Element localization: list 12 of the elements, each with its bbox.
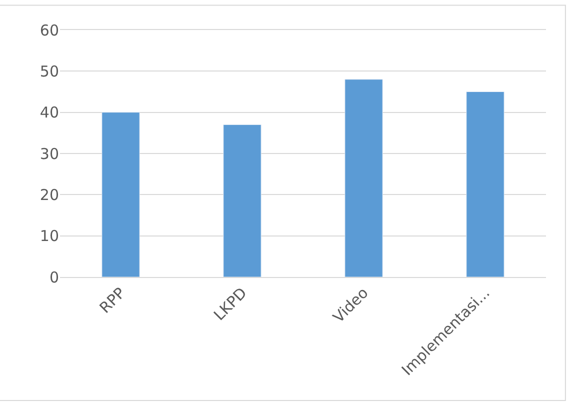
x-tick-label: RPP — [96, 284, 129, 317]
y-tick-label: 0 — [49, 268, 59, 286]
bar — [102, 112, 140, 277]
y-tick-label: 30 — [40, 144, 59, 163]
y-tick-label: 50 — [40, 62, 59, 80]
bar — [466, 92, 504, 277]
y-tick-label: 40 — [40, 104, 59, 122]
y-tick-label: 60 — [40, 21, 59, 40]
y-tick-label: 20 — [40, 186, 59, 204]
bar — [344, 79, 383, 277]
bar — [223, 124, 262, 277]
y-tick-label: 10 — [40, 227, 59, 246]
